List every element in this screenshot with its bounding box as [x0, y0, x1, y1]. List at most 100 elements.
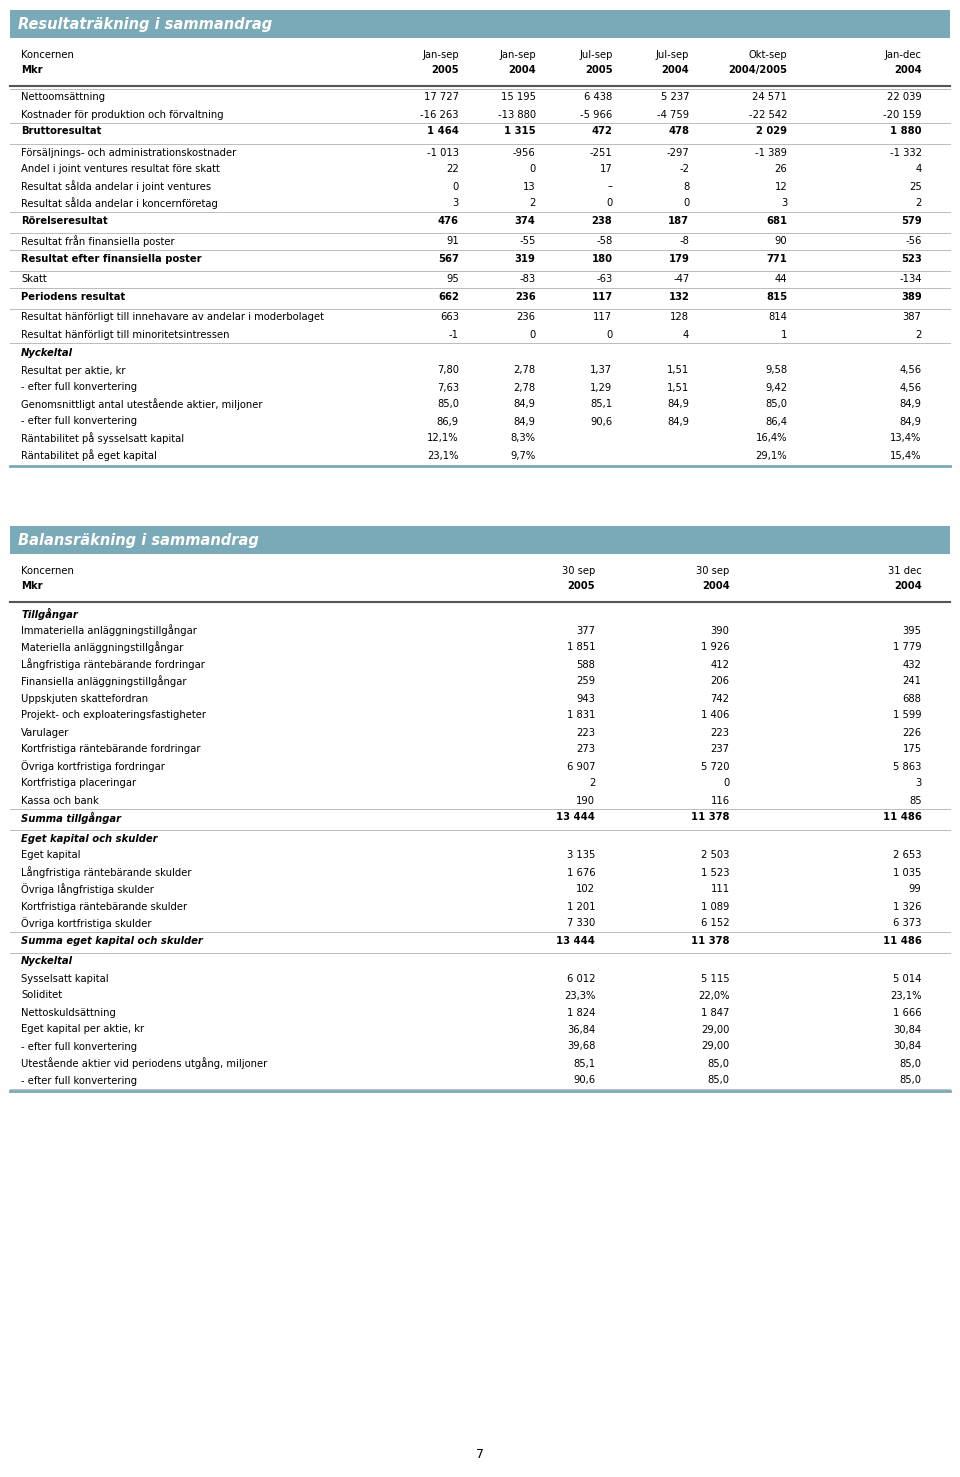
Text: 2004: 2004	[894, 580, 922, 591]
Text: 117: 117	[593, 313, 612, 322]
Text: 319: 319	[515, 254, 536, 263]
Text: 815: 815	[766, 291, 787, 301]
Text: 1 926: 1 926	[701, 642, 730, 653]
Text: 85,1: 85,1	[573, 1059, 595, 1068]
Text: 7 330: 7 330	[567, 919, 595, 929]
Text: 86,9: 86,9	[437, 417, 459, 427]
Text: 85: 85	[909, 796, 922, 805]
Text: 84,9: 84,9	[667, 417, 689, 427]
Text: 13: 13	[523, 182, 536, 192]
Text: 2 503: 2 503	[701, 851, 730, 861]
Text: 6 373: 6 373	[893, 919, 922, 929]
Text: 17: 17	[600, 164, 612, 174]
Text: 111: 111	[710, 885, 730, 895]
Text: 13 444: 13 444	[557, 812, 595, 823]
Text: Nyckeltal: Nyckeltal	[21, 349, 73, 359]
Text: 84,9: 84,9	[667, 399, 689, 409]
Text: 2005: 2005	[431, 65, 459, 75]
Text: 26: 26	[775, 164, 787, 174]
Text: 2: 2	[588, 778, 595, 789]
Text: 9,58: 9,58	[765, 365, 787, 375]
Text: Utestående aktier vid periodens utgång, miljoner: Utestående aktier vid periodens utgång, …	[21, 1058, 268, 1069]
Text: Resultat hänförligt till innehavare av andelar i moderbolaget: Resultat hänförligt till innehavare av a…	[21, 313, 324, 322]
Text: 0: 0	[683, 198, 689, 208]
Text: 85,1: 85,1	[590, 399, 612, 409]
Text: 523: 523	[900, 254, 922, 263]
Text: -251: -251	[589, 148, 612, 158]
Text: 90,6: 90,6	[590, 417, 612, 427]
Text: 1 676: 1 676	[566, 867, 595, 877]
Text: Långfristiga räntebärande fordringar: Långfristiga räntebärande fordringar	[21, 659, 205, 671]
Text: Kassa och bank: Kassa och bank	[21, 796, 99, 805]
Text: 180: 180	[591, 254, 612, 263]
Text: -22 542: -22 542	[749, 109, 787, 120]
Text: 412: 412	[710, 660, 730, 669]
Text: 30,84: 30,84	[894, 1025, 922, 1034]
Text: -20 159: -20 159	[883, 109, 922, 120]
Text: 236: 236	[516, 313, 536, 322]
Text: 1 326: 1 326	[893, 901, 922, 911]
Text: 1 666: 1 666	[893, 1007, 922, 1018]
Text: 187: 187	[668, 216, 689, 226]
Text: 2004: 2004	[661, 65, 689, 75]
Text: Jul-sep: Jul-sep	[656, 50, 689, 61]
Text: Övriga långfristiga skulder: Övriga långfristiga skulder	[21, 883, 154, 895]
Text: Rörelseresultat: Rörelseresultat	[21, 216, 108, 226]
Text: 389: 389	[900, 291, 922, 301]
Text: Försäljnings- och administrationskostnader: Försäljnings- och administrationskostnad…	[21, 148, 236, 158]
Text: 11 486: 11 486	[883, 935, 922, 945]
Text: Övriga kortfristiga skulder: Övriga kortfristiga skulder	[21, 917, 152, 929]
Text: 2 653: 2 653	[893, 851, 922, 861]
Text: 2005: 2005	[567, 580, 595, 591]
Text: 2004: 2004	[702, 580, 730, 591]
Text: 2: 2	[529, 198, 536, 208]
Text: 387: 387	[902, 313, 922, 322]
Text: 1,29: 1,29	[590, 383, 612, 393]
Text: - efter full konvertering: - efter full konvertering	[21, 417, 137, 427]
Text: 390: 390	[710, 625, 730, 635]
Text: 6 907: 6 907	[566, 762, 595, 771]
Text: -55: -55	[519, 236, 536, 247]
Text: Mkr: Mkr	[21, 65, 43, 75]
Text: 6 438: 6 438	[585, 93, 612, 102]
Text: 23,1%: 23,1%	[427, 450, 459, 461]
Text: 5 863: 5 863	[893, 762, 922, 771]
Text: 7: 7	[476, 1449, 484, 1462]
Text: 0: 0	[529, 164, 536, 174]
Text: 22: 22	[446, 164, 459, 174]
Text: -58: -58	[596, 236, 612, 247]
Text: 13 444: 13 444	[557, 935, 595, 945]
Text: 84,9: 84,9	[900, 399, 922, 409]
Text: Resultat hänförligt till minoritetsintressen: Resultat hänförligt till minoritetsintre…	[21, 329, 229, 340]
Text: 206: 206	[710, 676, 730, 687]
Text: 90,6: 90,6	[573, 1075, 595, 1086]
Text: 1 779: 1 779	[893, 642, 922, 653]
Text: 22,0%: 22,0%	[698, 991, 730, 1000]
Bar	[10, 10, 950, 38]
Text: - efter full konvertering: - efter full konvertering	[21, 1041, 137, 1052]
Text: 0: 0	[606, 198, 612, 208]
Text: -5 966: -5 966	[580, 109, 612, 120]
Text: 567: 567	[438, 254, 459, 263]
Text: 6 012: 6 012	[566, 973, 595, 984]
Text: 688: 688	[902, 694, 922, 703]
Text: 84,9: 84,9	[514, 417, 536, 427]
Text: 30,84: 30,84	[894, 1041, 922, 1052]
Text: 39,68: 39,68	[566, 1041, 595, 1052]
Text: 175: 175	[902, 744, 922, 755]
Text: 2004: 2004	[508, 65, 536, 75]
Text: 84,9: 84,9	[514, 399, 536, 409]
Text: 22 039: 22 039	[887, 93, 922, 102]
Text: Soliditet: Soliditet	[21, 991, 62, 1000]
Text: Projekt- och exploateringsfastigheter: Projekt- och exploateringsfastigheter	[21, 710, 206, 721]
Text: 3: 3	[915, 778, 922, 789]
Text: 99: 99	[909, 885, 922, 895]
Text: 2005: 2005	[585, 65, 612, 75]
Bar	[10, 526, 950, 554]
Text: 681: 681	[766, 216, 787, 226]
Text: -63: -63	[596, 275, 612, 285]
Text: 17 727: 17 727	[424, 93, 459, 102]
Text: -1 013: -1 013	[427, 148, 459, 158]
Text: 476: 476	[438, 216, 459, 226]
Text: 128: 128	[670, 313, 689, 322]
